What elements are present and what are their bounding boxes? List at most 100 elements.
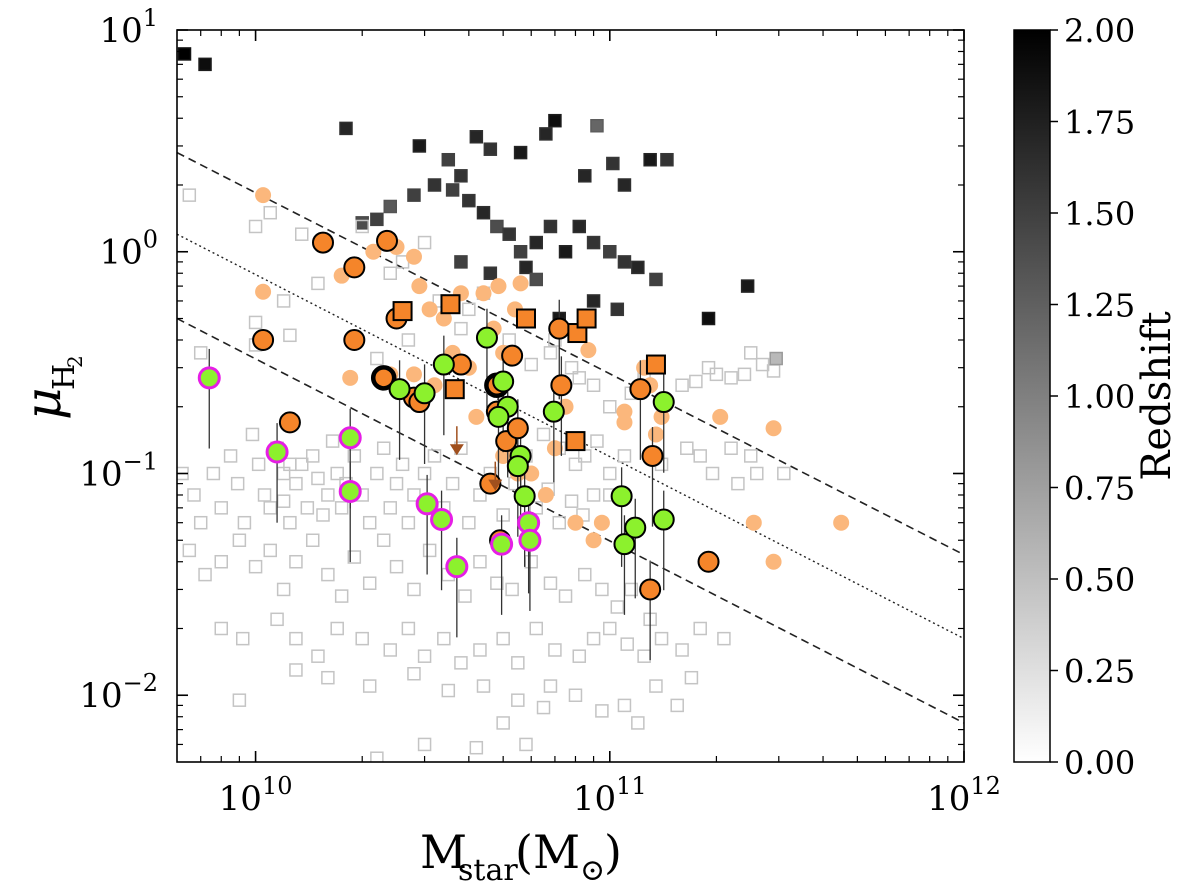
redshift-square-point <box>454 321 468 336</box>
green-point <box>652 508 675 531</box>
redshift-square-point <box>289 631 303 646</box>
redshift-square-point <box>355 219 369 234</box>
redshift-square-point <box>417 235 432 250</box>
colorbar-label: Redshift <box>1134 311 1180 480</box>
redshift-square-point <box>617 178 632 192</box>
redshift-square-point <box>383 501 398 515</box>
redshift-square-point <box>586 631 601 646</box>
redshift-square-point <box>289 476 303 491</box>
magenta-edge-point <box>265 440 289 464</box>
redshift-square-point <box>462 193 476 208</box>
redshift-square-point <box>330 466 344 481</box>
y-axis-label-sub: H <box>47 364 82 390</box>
x-axis-label-unit: (M <box>515 825 580 879</box>
redshift-square-point <box>578 449 592 463</box>
redshift-square-point <box>717 631 731 646</box>
colorbar-tick-label: 0.25 <box>1064 653 1135 691</box>
y-axis-label-mu: μ <box>14 388 72 421</box>
redshift-square-point <box>325 434 340 448</box>
redshift-square-point <box>251 457 266 472</box>
redshift-square-point <box>483 266 498 280</box>
upper-limit-point <box>449 444 464 456</box>
redshift-square-point <box>389 476 404 491</box>
light-orange-point <box>580 342 597 359</box>
redshift-square-point <box>548 643 562 657</box>
light-orange-point <box>255 283 272 300</box>
redshift-square-point <box>586 294 601 308</box>
axes: 1010 1011 1012 10−2 10−1 100 101 <box>79 4 1001 819</box>
green-point <box>432 353 455 376</box>
redshift-square-point <box>519 737 533 752</box>
redshift-square-point <box>568 688 583 702</box>
redshift-square-point <box>245 427 260 442</box>
redshift-square-point <box>603 621 617 636</box>
redshift-square-point <box>376 441 391 455</box>
redshift-square-point <box>270 612 284 627</box>
colorbar <box>1013 29 1051 763</box>
redshift-square-point <box>248 315 263 330</box>
redshift-square-point <box>407 667 421 681</box>
orange-point <box>506 417 529 440</box>
redshift-square-point <box>511 656 525 670</box>
x-axis-label-sun: ⊙ <box>580 853 605 888</box>
redshift-square-point <box>206 466 221 481</box>
light-orange-point <box>647 426 664 443</box>
redshift-square-point <box>502 333 516 347</box>
redshift-square-point <box>334 501 349 515</box>
redshift-square-point <box>321 670 335 685</box>
redshift-square-point <box>300 501 315 515</box>
redshift-square-point <box>586 378 601 393</box>
redshift-square-point <box>263 501 277 515</box>
redshift-square-point <box>769 351 783 366</box>
redshift-square-point <box>473 488 487 502</box>
redshift-square-point <box>513 244 528 259</box>
redshift-square-point <box>347 449 362 463</box>
orange-square-point <box>440 294 461 315</box>
orange-square-point <box>576 308 597 329</box>
orange-point <box>343 328 366 351</box>
orange-point <box>501 344 524 367</box>
redshift-square-point <box>283 457 297 472</box>
redshift-square-point <box>536 700 551 715</box>
redshift-square-point <box>519 260 533 275</box>
colorbar-tick-label: 2.00 <box>1064 12 1135 50</box>
redshift-square-point <box>401 621 416 636</box>
redshift-square-point <box>236 631 250 646</box>
light-orange-point <box>342 369 359 386</box>
redshift-square-point <box>617 255 632 269</box>
trend-line-0 <box>177 151 964 556</box>
redshift-square-point <box>595 582 609 597</box>
redshift-square-point <box>490 219 504 234</box>
redshift-square-point <box>462 515 476 530</box>
redshift-square-point <box>334 589 349 603</box>
redshift-square-point <box>689 374 703 389</box>
redshift-square-point <box>311 649 325 663</box>
redshift-square-point <box>362 679 377 693</box>
redshift-square-point <box>543 679 558 693</box>
redshift-square-point <box>610 600 625 614</box>
redshift-square-point <box>232 693 247 707</box>
redshift-square-point <box>564 494 579 508</box>
redshift-square-point <box>445 183 460 197</box>
orange-point <box>629 378 652 401</box>
green-point <box>413 382 436 405</box>
colorbar-tick-label: 1.25 <box>1064 287 1135 325</box>
redshift-square-point <box>502 227 516 241</box>
orange-square-point <box>565 431 586 452</box>
redshift-square-point <box>177 47 192 61</box>
light-orange-point <box>765 553 782 570</box>
redshift-square-point <box>198 57 212 72</box>
orange-square-point <box>392 301 413 322</box>
redshift-square-point <box>617 698 632 713</box>
redshift-square-point <box>603 399 617 414</box>
redshift-square-point <box>572 649 587 663</box>
redshift-square-point <box>675 643 689 657</box>
redshift-square-point <box>427 178 442 192</box>
redshift-square-point <box>476 205 491 220</box>
redshift-square-point <box>568 457 583 472</box>
redshift-square-point <box>543 346 558 360</box>
light-orange-point <box>593 514 610 531</box>
redshift-square-point <box>330 621 344 636</box>
redshift-square-point <box>276 294 291 308</box>
redshift-square-point <box>693 449 707 463</box>
